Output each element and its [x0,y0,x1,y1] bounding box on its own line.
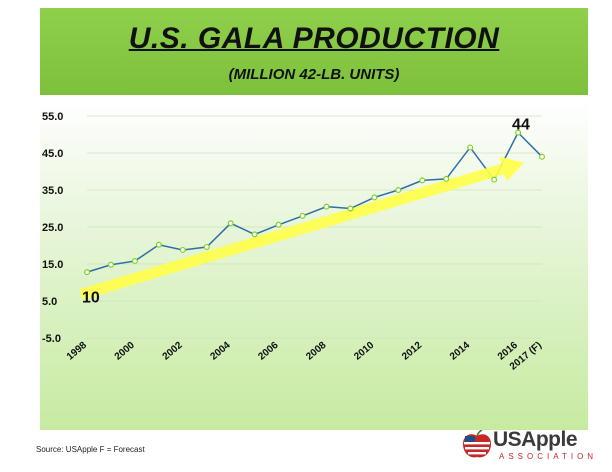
y-tick-label: -5.0 [42,333,61,345]
y-tick-label: 55.0 [42,111,63,123]
data-point [227,220,234,227]
data-point [131,258,138,265]
source-note: Source: USApple F = Forecast [36,445,145,454]
data-point [107,261,114,268]
x-tick-label: 2012 [400,340,424,363]
chart-header: U.S. GALA PRODUCTION (MILLION 42-LB. UNI… [40,8,588,95]
apple-flag-icon [463,430,491,458]
data-point [155,241,162,248]
x-tick-label: 2014 [448,340,472,363]
chart-title: U.S. GALA PRODUCTION [128,22,500,55]
y-tick-label: 35.0 [42,185,63,197]
data-point [275,221,282,228]
data-point [347,205,354,212]
x-tick-label: 2008 [304,340,328,363]
data-point [299,212,306,219]
end-value-label: 44 [512,117,530,134]
x-tick-label: 2006 [256,340,280,363]
x-tick-label: 2010 [352,340,376,363]
data-point [515,129,522,136]
data-point [83,269,90,276]
y-tick-label: 25.0 [42,222,63,234]
data-point [203,243,210,250]
x-tick-label: 1998 [65,340,89,363]
data-point [395,186,402,193]
usapple-logo: USApple ASSOCIATION [461,428,601,468]
trend-arrow-head [499,156,524,182]
trend-arrow-shaft [79,163,505,300]
y-tick-label: 45.0 [42,148,63,160]
chart-subtitle: (MILLION 42-LB. UNITS) [228,66,400,83]
logo-subtitle: ASSOCIATION [499,452,598,461]
x-tick-label: 2000 [113,340,137,363]
data-point [251,231,258,238]
y-tick-label: 15.0 [42,259,63,271]
data-point [539,153,546,160]
data-point [491,176,498,183]
data-point [467,144,474,151]
data-point [323,203,330,210]
data-point [179,246,186,253]
x-tick-label: 2004 [208,340,232,363]
series-line [86,131,543,273]
y-tick-label: 5.0 [42,296,57,308]
data-point [443,175,450,182]
data-point [371,194,378,201]
logo-name: USApple [493,428,578,451]
start-value-label: 10 [82,290,100,307]
plot-panel [40,100,588,430]
data-point [419,177,426,184]
production-chart: -5.0 5.0 15.0 25.0 35.0 45.0 55.0 1998 2000 2002 2… [42,111,546,373]
x-tick-label: 2002 [161,340,185,363]
